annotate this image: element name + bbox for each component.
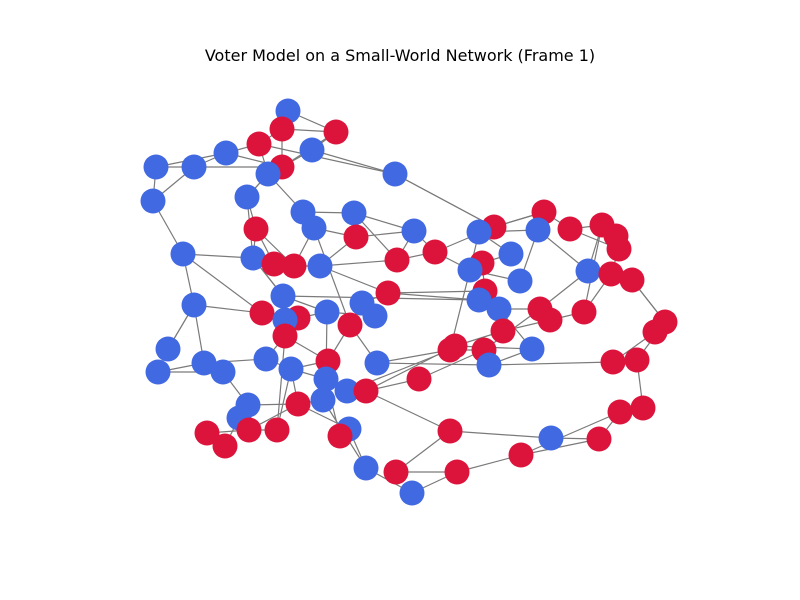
network-node-opinion-b	[490, 318, 516, 344]
network-node-opinion-a	[399, 480, 425, 506]
node-layer	[140, 98, 678, 506]
network-node-opinion-b	[246, 131, 272, 157]
network-node-opinion-a	[145, 359, 171, 385]
network-node-opinion-b	[437, 418, 463, 444]
network-node-opinion-a	[401, 218, 427, 244]
network-node-opinion-a	[466, 219, 492, 245]
network-node-opinion-b	[598, 261, 624, 287]
network-node-opinion-b	[194, 420, 220, 446]
network-node-opinion-a	[498, 241, 524, 267]
network-node-opinion-b	[508, 442, 534, 468]
network-node-opinion-b	[586, 426, 612, 452]
network-node-opinion-a	[301, 215, 327, 241]
network-edge	[182, 253, 263, 314]
network-node-opinion-b	[571, 299, 597, 325]
network-node-opinion-a	[181, 154, 207, 180]
network-node-opinion-a	[213, 140, 239, 166]
network-node-opinion-a	[240, 245, 266, 271]
network-node-opinion-a	[191, 350, 217, 376]
network-node-opinion-a	[255, 161, 281, 187]
network-node-opinion-a	[575, 258, 601, 284]
network-node-opinion-b	[630, 395, 656, 421]
network-node-opinion-a	[155, 336, 181, 362]
network-node-opinion-a	[538, 425, 564, 451]
network-node-opinion-a	[353, 455, 379, 481]
network-node-opinion-b	[619, 267, 645, 293]
network-node-opinion-b	[406, 366, 432, 392]
network-node-opinion-a	[334, 378, 360, 404]
network-edge	[394, 173, 495, 228]
network-edge	[313, 227, 351, 326]
network-node-opinion-b	[249, 300, 275, 326]
network-node-opinion-b	[353, 378, 379, 404]
network-node-opinion-a	[341, 200, 367, 226]
network-node-opinion-a	[519, 336, 545, 362]
network-node-opinion-b	[272, 323, 298, 349]
network-node-opinion-a	[140, 188, 166, 214]
network-node-opinion-a	[170, 241, 196, 267]
network-node-opinion-b	[337, 312, 363, 338]
network-edge	[258, 143, 396, 175]
network-node-opinion-b	[212, 433, 238, 459]
network-node-opinion-b	[261, 251, 287, 277]
network-node-opinion-a	[314, 299, 340, 325]
network-edge	[387, 290, 486, 294]
network-node-opinion-a	[382, 161, 408, 187]
network-node-opinion-b	[383, 459, 409, 485]
network-node-opinion-b	[243, 216, 269, 242]
network-edge	[387, 292, 480, 301]
network-node-opinion-a	[210, 359, 236, 385]
network-node-opinion-a	[270, 283, 296, 309]
network-node-opinion-b	[422, 239, 448, 265]
network-node-opinion-b	[557, 216, 583, 242]
network-node-opinion-a	[507, 268, 533, 294]
network-node-opinion-a	[457, 257, 483, 283]
network-node-opinion-a	[525, 217, 551, 243]
network-node-opinion-a	[310, 387, 336, 413]
network-edge	[520, 438, 600, 456]
network-node-opinion-a	[299, 137, 325, 163]
network-node-opinion-b	[264, 417, 290, 443]
network-node-opinion-b	[281, 253, 307, 279]
network-node-opinion-a	[364, 350, 390, 376]
network-node-opinion-b	[437, 337, 463, 363]
network-edge	[488, 361, 614, 366]
network-node-opinion-b	[285, 391, 311, 417]
network-edge	[520, 411, 621, 456]
network-node-opinion-b	[236, 417, 262, 443]
network-node-opinion-b	[600, 349, 626, 375]
network-edge	[376, 362, 490, 366]
network-node-opinion-b	[607, 399, 633, 425]
network-edge	[276, 335, 286, 431]
network-edge	[311, 149, 396, 175]
network-node-opinion-b	[384, 247, 410, 273]
network-edge	[365, 390, 451, 432]
network-node-opinion-a	[253, 346, 279, 372]
network-node-opinion-a	[307, 253, 333, 279]
network-node-opinion-a	[486, 296, 512, 322]
network-node-opinion-b	[323, 119, 349, 145]
network-node-opinion-b	[269, 116, 295, 142]
network-edge	[319, 259, 398, 267]
network-node-opinion-b	[537, 307, 563, 333]
network-node-opinion-b	[624, 347, 650, 373]
network-node-opinion-a	[234, 184, 260, 210]
network-node-opinion-a	[313, 366, 339, 392]
figure-title: Voter Model on a Small-World Network (Fr…	[204, 46, 596, 65]
network-node-opinion-a	[362, 303, 388, 329]
network-node-opinion-b	[642, 319, 668, 345]
network-node-opinion-b	[606, 236, 632, 262]
network-node-opinion-a	[181, 292, 207, 318]
network-node-opinion-a	[143, 154, 169, 180]
network-node-opinion-b	[343, 224, 369, 250]
network-node-opinion-a	[278, 356, 304, 382]
network-node-opinion-a	[476, 352, 502, 378]
network-node-opinion-a	[466, 287, 492, 313]
network-node-opinion-b	[327, 423, 353, 449]
network-node-opinion-b	[375, 280, 401, 306]
network-node-opinion-b	[444, 459, 470, 485]
network-edge	[449, 430, 552, 439]
